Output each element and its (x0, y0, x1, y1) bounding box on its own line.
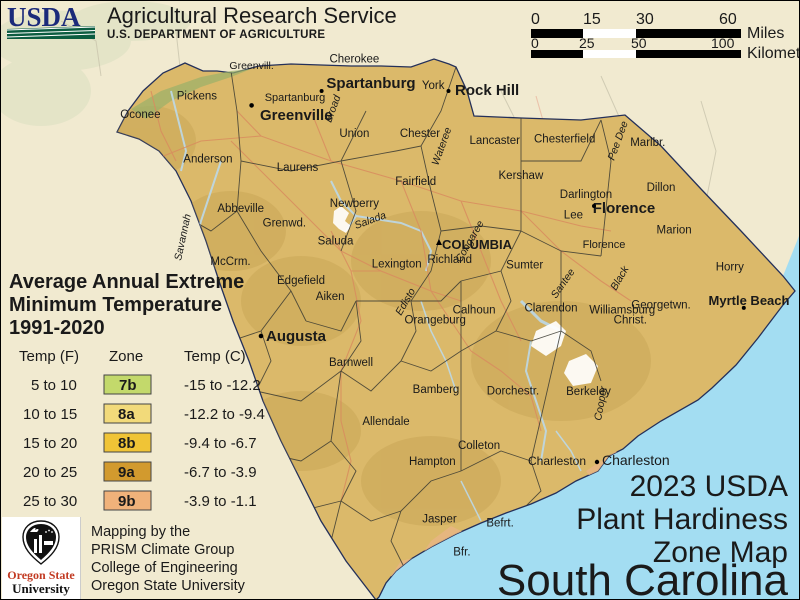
svg-text:Allendale: Allendale (362, 416, 409, 428)
svg-text:Lexington: Lexington (372, 259, 422, 271)
svg-text:Union: Union (339, 128, 369, 140)
svg-text:Orangeburg: Orangeburg (405, 315, 466, 327)
svg-text:8b: 8b (118, 435, 136, 452)
svg-text:Bamberg: Bamberg (413, 384, 460, 396)
svg-text:Anderson: Anderson (183, 153, 232, 165)
svg-text:College of Engineering: College of Engineering (91, 560, 238, 576)
svg-text:8a: 8a (118, 406, 135, 423)
svg-text:Dillon: Dillon (647, 182, 676, 194)
svg-text:Laurens: Laurens (277, 162, 319, 174)
svg-text:Spartanburg: Spartanburg (265, 92, 326, 104)
svg-text:1991-2020: 1991-2020 (9, 317, 105, 339)
svg-text:Oregon State University: Oregon State University (91, 578, 246, 594)
svg-text:-9.4 to -6.7: -9.4 to -6.7 (184, 435, 257, 452)
svg-text:Edgefield: Edgefield (277, 275, 325, 287)
svg-text:Christ.: Christ. (614, 315, 647, 327)
svg-text:Myrtle Beach: Myrtle Beach (709, 293, 790, 308)
svg-text:Miles: Miles (747, 25, 784, 42)
svg-text:Jasper: Jasper (422, 514, 457, 526)
svg-text:Rock Hill: Rock Hill (455, 82, 519, 99)
svg-text:Georgetwn.: Georgetwn. (631, 300, 690, 312)
svg-text:Lancaster: Lancaster (469, 135, 520, 147)
svg-text:Fairfield: Fairfield (395, 176, 436, 188)
svg-text:7b: 7b (119, 377, 137, 394)
svg-text:York: York (422, 80, 445, 92)
svg-text:2023 USDA: 2023 USDA (630, 470, 788, 503)
svg-text:Augusta: Augusta (266, 328, 327, 345)
svg-text:Greenville: Greenville (260, 107, 333, 124)
svg-text:Greenvill.: Greenvill. (229, 60, 273, 72)
svg-text:Barnwell: Barnwell (329, 357, 373, 369)
svg-text:30: 30 (636, 11, 654, 28)
svg-text:Sumter: Sumter (506, 260, 543, 272)
svg-text:Grenwd.: Grenwd. (263, 218, 306, 230)
svg-text:10 to 15: 10 to 15 (23, 406, 77, 423)
svg-text:-6.7 to -3.9: -6.7 to -3.9 (184, 464, 257, 481)
svg-text:Spartanburg: Spartanburg (326, 75, 415, 92)
svg-text:Abbeville: Abbeville (217, 203, 264, 215)
svg-text:Clarendon: Clarendon (524, 303, 577, 315)
svg-text:Charleston: Charleston (602, 452, 670, 468)
svg-text:25: 25 (579, 35, 595, 51)
svg-text:Kershaw: Kershaw (499, 170, 544, 182)
svg-text:Lee: Lee (564, 210, 583, 222)
svg-text:-12.2 to -9.4: -12.2 to -9.4 (184, 406, 265, 423)
svg-text:Charleston: Charleston (528, 454, 586, 468)
svg-text:Temp (C): Temp (C) (184, 348, 246, 365)
svg-text:5 to 10: 5 to 10 (31, 377, 77, 394)
svg-text:Newberry: Newberry (330, 198, 379, 210)
svg-text:Befrt.: Befrt. (486, 518, 513, 530)
svg-text:50: 50 (631, 35, 647, 51)
svg-text:Chesterfield: Chesterfield (534, 133, 595, 145)
svg-text:Chester: Chester (400, 128, 440, 140)
svg-text:0: 0 (531, 11, 540, 28)
svg-text:100: 100 (711, 35, 735, 51)
svg-text:Cherokee: Cherokee (329, 54, 379, 66)
svg-text:McCrm.: McCrm. (210, 256, 250, 268)
svg-text:-3.9 to -1.1: -3.9 to -1.1 (184, 493, 257, 510)
svg-text:Marlbr.: Marlbr. (630, 137, 665, 149)
svg-text:Zone: Zone (109, 348, 143, 365)
svg-text:South Carolina: South Carolina (497, 556, 789, 599)
svg-text:Pickens: Pickens (177, 91, 218, 103)
svg-text:Florence: Florence (583, 239, 626, 251)
svg-text:9a: 9a (118, 464, 135, 481)
svg-text:COLUMBIA: COLUMBIA (442, 237, 513, 252)
svg-text:Plant Hardiness: Plant Hardiness (576, 503, 788, 536)
svg-text:Horry: Horry (716, 261, 744, 273)
svg-text:PRISM Climate Group: PRISM Climate Group (91, 542, 234, 558)
svg-text:15: 15 (583, 11, 601, 28)
svg-text:Kilometers: Kilometers (747, 45, 800, 62)
svg-text:Mapping by the: Mapping by the (91, 524, 190, 540)
svg-text:Florence: Florence (593, 200, 656, 217)
svg-text:Temp (F): Temp (F) (19, 348, 79, 365)
svg-text:Marion: Marion (657, 224, 692, 236)
svg-text:Colleton: Colleton (458, 440, 500, 452)
svg-text:20 to 25: 20 to 25 (23, 464, 77, 481)
svg-text:Saluda: Saluda (318, 236, 354, 248)
svg-text:15 to 20: 15 to 20 (23, 435, 77, 452)
svg-text:Minimum Temperature: Minimum Temperature (9, 294, 222, 316)
svg-text:Oconee: Oconee (120, 109, 160, 121)
svg-text:Aiken: Aiken (316, 291, 345, 303)
svg-text:Average Annual Extreme: Average Annual Extreme (9, 271, 244, 293)
svg-text:Bfr.: Bfr. (453, 547, 470, 559)
svg-text:-15 to -12.2: -15 to -12.2 (184, 377, 261, 394)
svg-text:Dorchestr.: Dorchestr. (487, 385, 539, 397)
svg-text:25 to 30: 25 to 30 (23, 493, 77, 510)
svg-text:0: 0 (531, 35, 539, 51)
svg-text:60: 60 (719, 11, 737, 28)
svg-text:Hampton: Hampton (409, 456, 456, 468)
svg-text:9b: 9b (118, 493, 136, 510)
